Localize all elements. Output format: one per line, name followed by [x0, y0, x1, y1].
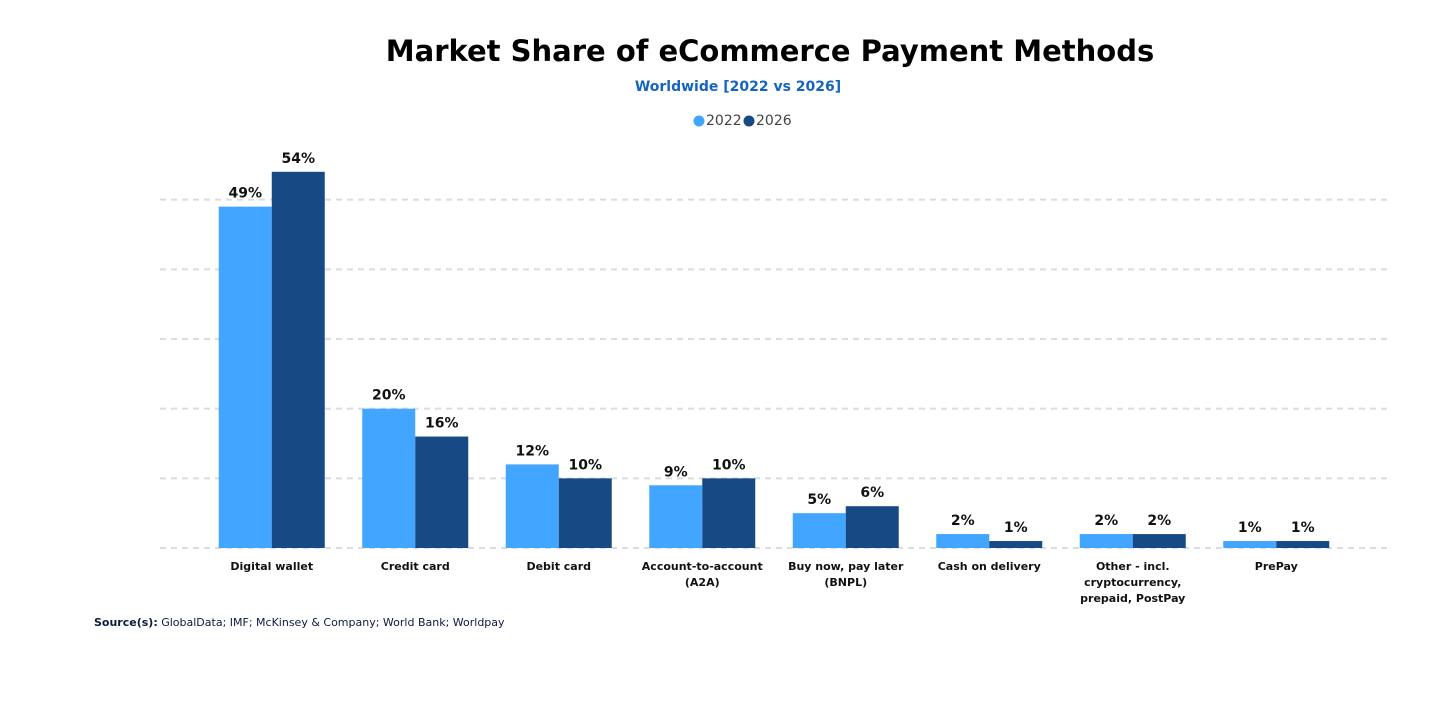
bar — [989, 541, 1043, 548]
value-label: 12% — [515, 443, 549, 459]
x-tick-label: PrePay — [1254, 560, 1298, 573]
source-text: GlobalData; IMF; McKinsey & Company; Wor… — [161, 616, 505, 629]
bar — [218, 206, 272, 548]
value-label: 20% — [372, 388, 406, 404]
x-tick-label: Debit card — [526, 560, 592, 573]
x-tick-label: Other - incl. cryptocurrency, prepaid, P… — [1080, 560, 1186, 605]
bar — [271, 171, 325, 549]
value-label: 54% — [281, 151, 315, 167]
value-label: 49% — [228, 186, 262, 202]
x-label-box: Digital wallet — [230, 560, 314, 573]
x-tick-label: Buy now, pay later (BNPL) — [788, 560, 904, 589]
x-label-box: Cash on delivery — [937, 560, 1041, 573]
bar — [1132, 534, 1186, 548]
x-label-box: PrePay — [1254, 560, 1298, 573]
value-label: 16% — [425, 416, 459, 432]
bar — [362, 408, 416, 548]
x-label-box: Credit card — [380, 560, 450, 573]
source: Source(s): GlobalData; IMF; McKinsey & C… — [94, 616, 505, 629]
value-label: 1% — [1004, 520, 1028, 536]
legend-label: 2022 — [706, 113, 742, 129]
legend-label: 2026 — [756, 113, 792, 129]
chart-title: Market Share of eCommerce Payment Method… — [386, 34, 1154, 68]
value-label: 1% — [1291, 520, 1315, 536]
value-label: 10% — [712, 457, 746, 473]
x-label-box: Buy now, pay later (BNPL) — [788, 560, 904, 589]
x-label-box: Account-to-account (A2A) — [641, 560, 763, 589]
bar — [1223, 541, 1277, 548]
value-label: 2% — [1147, 513, 1171, 529]
value-label: 2% — [951, 513, 975, 529]
value-label: 1% — [1238, 520, 1262, 536]
bar — [649, 485, 703, 548]
value-label: 6% — [860, 485, 884, 501]
x-tick-label: Account-to-account (A2A) — [641, 560, 763, 589]
bar — [1276, 541, 1330, 548]
bar — [702, 478, 756, 548]
bar — [792, 513, 846, 548]
value-label: 5% — [807, 492, 831, 508]
legend-marker — [743, 115, 755, 127]
x-label-box: Debit card — [526, 560, 592, 573]
bar — [415, 436, 469, 548]
bar — [936, 534, 990, 548]
x-label-box: Other - incl. cryptocurrency, prepaid, P… — [1080, 560, 1186, 605]
value-label: 9% — [664, 464, 688, 480]
x-tick-label: Digital wallet — [230, 560, 314, 573]
chart-subtitle: Worldwide [2022 vs 2026] — [635, 79, 841, 95]
legend-marker — [693, 115, 705, 127]
value-label: 10% — [568, 457, 602, 473]
source-label: Source(s): — [94, 616, 158, 629]
bar — [558, 478, 612, 548]
bar — [1079, 534, 1133, 548]
x-tick-label: Credit card — [380, 560, 450, 573]
bar — [505, 464, 559, 548]
bar — [845, 506, 899, 548]
value-label: 2% — [1094, 513, 1118, 529]
x-tick-label: Cash on delivery — [937, 560, 1041, 573]
